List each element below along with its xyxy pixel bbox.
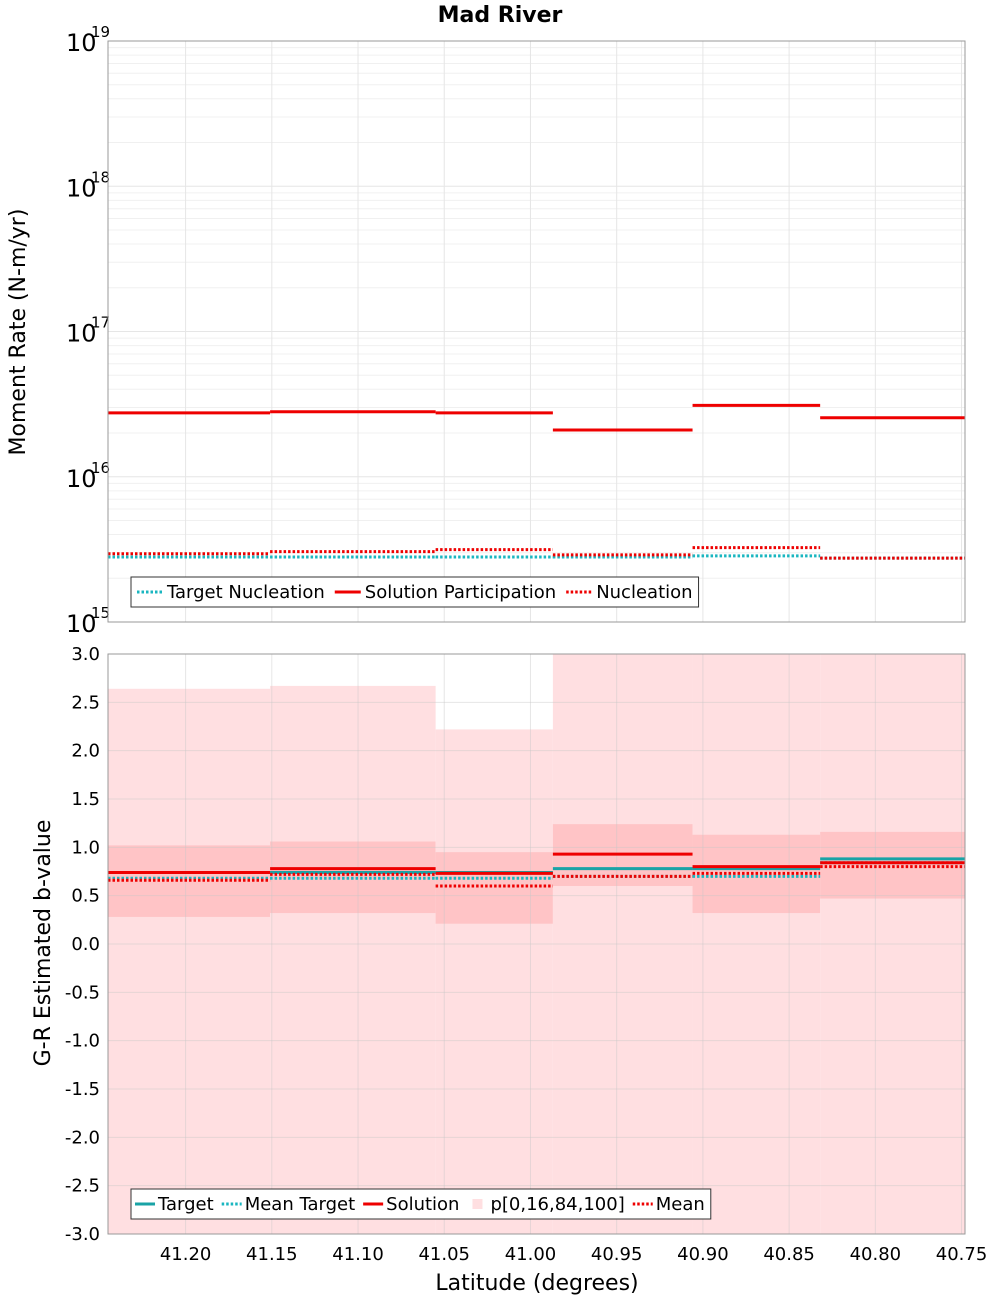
band-p0-p100 — [692, 654, 821, 1234]
band-p0-p100 — [108, 688, 271, 1234]
legend-swatch — [472, 1199, 483, 1209]
y-tick-label: -1.5 — [65, 1079, 100, 1100]
x-axis-label: Latitude (degrees) — [435, 1271, 638, 1296]
b-value-panel: G-R Estimated b-value -3.0 -2.5 -2.0 -1.5 -1… — [31, 644, 987, 1265]
moment-rate-legend: Target Nucleation Solution Participation N… — [130, 576, 700, 608]
y-tick-label: -2.0 — [65, 1127, 100, 1148]
x-tick-label: 41.00 — [505, 1244, 557, 1265]
y-tick-label: -0.5 — [65, 982, 100, 1003]
b-value-plot-frame — [107, 653, 966, 1235]
moment-rate-series — [108, 403, 965, 560]
x-ticks: 41.20 41.15 41.10 41.05 41.00 40.95 40.90 40.85… — [160, 1244, 987, 1265]
band-p0-p100 — [820, 654, 965, 1234]
x-tick-label: 40.90 — [677, 1244, 729, 1265]
moment-rate-y-axis-label: Moment Rate (N-m/yr) — [6, 209, 31, 456]
y-tick-base: 10 — [66, 610, 97, 638]
moment-rate-plot-frame — [107, 40, 966, 623]
y-tick-exponent: 18 — [91, 168, 110, 186]
y-tick-exponent: 16 — [91, 459, 110, 477]
y-tick-base: 10 — [66, 465, 97, 493]
legend-entry: Target — [157, 1194, 214, 1215]
legend-entry: Solution Participation — [365, 582, 556, 603]
x-tick-label: 41.20 — [160, 1244, 212, 1265]
b-value-percentile-bands — [108, 654, 965, 1234]
y-tick-exponent: 17 — [91, 314, 110, 332]
y-tick-label: 0.5 — [71, 886, 100, 907]
x-tick-label: 41.10 — [332, 1244, 384, 1265]
legend-entry: Mean Target — [245, 1194, 355, 1215]
legend-entry: p[0,16,84,100] — [490, 1194, 624, 1215]
y-tick-label: -1.0 — [65, 1031, 100, 1052]
y-tick-label: 2.5 — [71, 692, 100, 713]
legend-entry: Solution — [386, 1194, 459, 1215]
legend-entry: Target Nucleation — [166, 582, 325, 603]
band-p0-p100 — [435, 729, 553, 1234]
legend-box — [130, 576, 700, 608]
moment-rate-gridlines — [108, 40, 965, 623]
b-value-y-axis-label: G-R Estimated b-value — [31, 820, 56, 1067]
y-tick-label: -3.0 — [65, 1224, 100, 1245]
x-tick-label: 40.95 — [591, 1244, 643, 1265]
chart-title: Mad River — [438, 3, 563, 28]
b-value-legend: Target Mean Target Solution p[0,16,84,100] M… — [130, 1188, 712, 1220]
y-tick-label: 3.0 — [71, 644, 100, 665]
moment-rate-panel: Moment Rate (N-m/yr) 1015101610171018101… — [6, 23, 966, 638]
band-p0-p100 — [270, 685, 436, 1234]
y-tick-base: 10 — [66, 320, 97, 348]
y-tick-exponent: 15 — [91, 604, 110, 622]
y-tick-label: 1.0 — [71, 837, 100, 858]
y-tick-label: 1.5 — [71, 789, 100, 810]
x-tick-label: 40.80 — [850, 1244, 902, 1265]
band-p0-p100 — [552, 654, 693, 1234]
legend-entry: Mean — [656, 1194, 705, 1215]
x-tick-label: 41.05 — [418, 1244, 470, 1265]
b-value-series — [108, 852, 965, 888]
y-tick-base: 10 — [66, 174, 97, 202]
legend-entry: Nucleation — [596, 582, 692, 603]
b-value-y-ticks: -3.0 -2.5 -2.0 -1.5 -1.0 -0.5 0.0 0.5 1.0 1.5 2.0 2… — [65, 644, 100, 1245]
y-tick-label: 2.0 — [71, 741, 100, 762]
y-tick-base: 10 — [66, 29, 97, 57]
x-tick-label: 40.85 — [763, 1244, 815, 1265]
x-tick-label: 40.75 — [936, 1244, 988, 1265]
y-tick-exponent: 19 — [91, 23, 110, 41]
y-tick-label: 0.0 — [71, 934, 100, 955]
x-tick-label: 41.15 — [246, 1244, 298, 1265]
y-tick-label: -2.5 — [65, 1176, 100, 1197]
band-p16-p84 — [435, 852, 553, 924]
